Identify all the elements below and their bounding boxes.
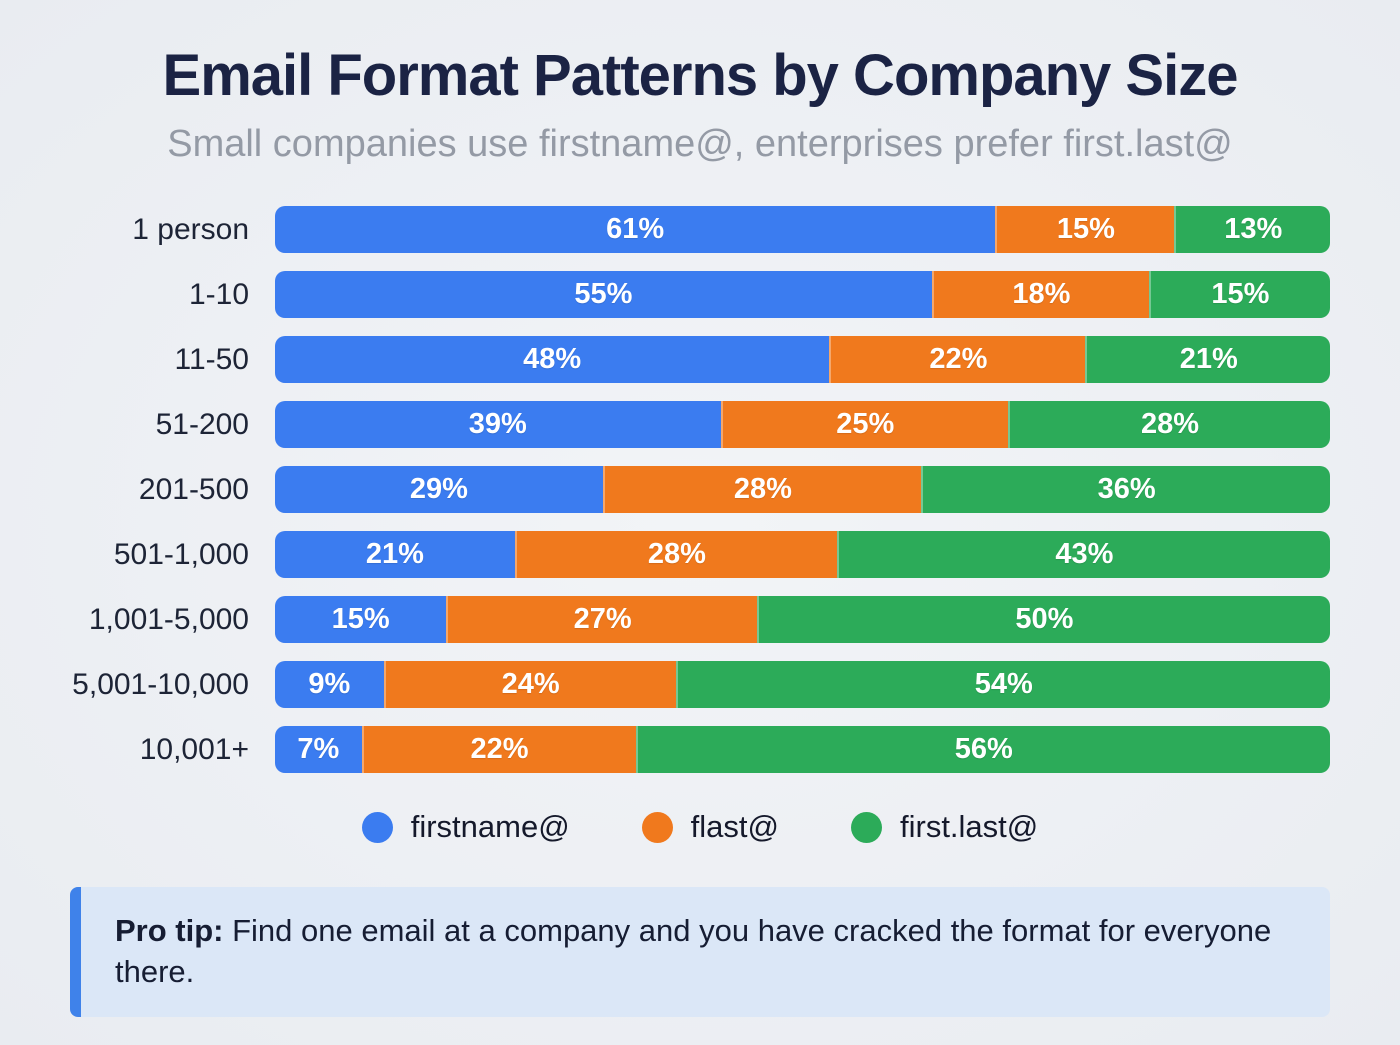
chart-row: 1 person 61% 15% 13%: [70, 206, 1330, 253]
legend-item: flast@: [641, 809, 779, 845]
bar-segment-flast: 22%: [361, 726, 636, 773]
bar-segment-firstname: 29%: [275, 466, 603, 513]
bar-segment-first-last: 43%: [836, 531, 1330, 578]
category-label: 1-10: [188, 277, 249, 311]
legend-label: first.last@: [900, 809, 1039, 844]
category-label: 1 person: [132, 212, 249, 246]
protip-label: Pro tip:: [115, 913, 224, 948]
stacked-bar: 9% 24% 54%: [275, 661, 1330, 708]
chart-row: 1,001-5,000 15% 27% 50%: [70, 596, 1330, 643]
bar-segment-firstname: 55%: [275, 271, 932, 318]
bar-segment-firstname: 15%: [275, 596, 447, 643]
bar-segment-first-last: 54%: [675, 661, 1330, 708]
bar-segment-firstname: 21%: [275, 531, 515, 578]
bar-segment-flast: 15%: [995, 206, 1175, 253]
bar-segment-firstname: 9%: [275, 661, 384, 708]
bar-segment-firstname: 39%: [275, 401, 721, 448]
bar-segment-flast: 18%: [931, 271, 1149, 318]
bar-segment-flast: 22%: [829, 336, 1086, 383]
stacked-bar: 39% 25% 28%: [275, 401, 1330, 448]
legend-color-dot: [361, 811, 393, 843]
bar-segment-first-last: 50%: [756, 596, 1330, 643]
stacked-bar: 48% 22% 21%: [275, 336, 1330, 383]
legend-label: firstname@: [410, 809, 570, 844]
page-title: Email Format Patterns by Company Size: [162, 43, 1239, 108]
bar-segment-first-last: 36%: [921, 466, 1330, 513]
bar-segment-firstname: 7%: [275, 726, 362, 773]
stacked-bar: 21% 28% 43%: [275, 531, 1330, 578]
page-subtitle: Small companies use firstname@, enterpri…: [167, 123, 1233, 165]
bar-segment-first-last: 56%: [635, 726, 1330, 773]
bar-segment-flast: 24%: [383, 661, 676, 708]
chart-row: 5,001-10,000 9% 24% 54%: [70, 661, 1330, 708]
category-label: 201-500: [138, 472, 249, 506]
bar-segment-flast: 28%: [514, 531, 837, 578]
stacked-bar: 61% 15% 13%: [275, 206, 1330, 253]
bar-segment-firstname: 61%: [275, 206, 996, 253]
protip-callout: Pro tip: Find one email at a company and…: [70, 887, 1330, 1017]
bar-segment-flast: 25%: [720, 401, 1009, 448]
legend-item: first.last@: [851, 809, 1038, 845]
legend: firstname@ flast@ first.last@: [0, 809, 1400, 845]
legend-color-dot: [851, 811, 882, 843]
category-label: 10,001+: [139, 732, 249, 766]
chart-row: 11-50 48% 22% 21%: [70, 336, 1330, 383]
bar-segment-flast: 27%: [446, 596, 757, 643]
chart-row: 201-500 29% 28% 36%: [70, 466, 1330, 513]
chart-row: 1-10 55% 18% 15%: [70, 271, 1330, 318]
bar-segment-first-last: 21%: [1085, 336, 1330, 383]
category-label: 51-200: [155, 407, 249, 441]
chart-row: 51-200 39% 25% 28%: [70, 401, 1330, 448]
bar-segment-flast: 28%: [602, 466, 922, 513]
category-label: 5,001-10,000: [72, 667, 249, 701]
category-label: 501-1,000: [113, 537, 249, 571]
category-label: 11-50: [174, 342, 249, 376]
stacked-bar: 29% 28% 36%: [275, 466, 1330, 513]
legend-item: firstname@: [361, 809, 570, 845]
legend-color-dot: [641, 811, 673, 843]
stacked-bar: 15% 27% 50%: [275, 596, 1330, 643]
chart-row: 501-1,000 21% 28% 43%: [70, 531, 1330, 578]
stacked-bar-chart: 1 person 61% 15% 13% 1-10 55% 18% 15% 11-50 48% 22…: [70, 206, 1330, 773]
category-label: 1,001-5,000: [88, 602, 249, 636]
chart-rows: 1 person 61% 15% 13% 1-10 55% 18% 15% 11-50 48% 22…: [70, 206, 1330, 773]
stacked-bar: 55% 18% 15%: [275, 271, 1330, 318]
protip-text: Find one email at a company and you have…: [115, 913, 1272, 989]
bar-segment-first-last: 13%: [1174, 206, 1330, 253]
legend-label: flast@: [690, 809, 779, 844]
bar-segment-first-last: 28%: [1008, 401, 1330, 448]
bar-segment-firstname: 48%: [275, 336, 830, 383]
stacked-bar: 7% 22% 56%: [275, 726, 1330, 773]
chart-row: 10,001+ 7% 22% 56%: [70, 726, 1330, 773]
bar-segment-first-last: 15%: [1148, 271, 1330, 318]
